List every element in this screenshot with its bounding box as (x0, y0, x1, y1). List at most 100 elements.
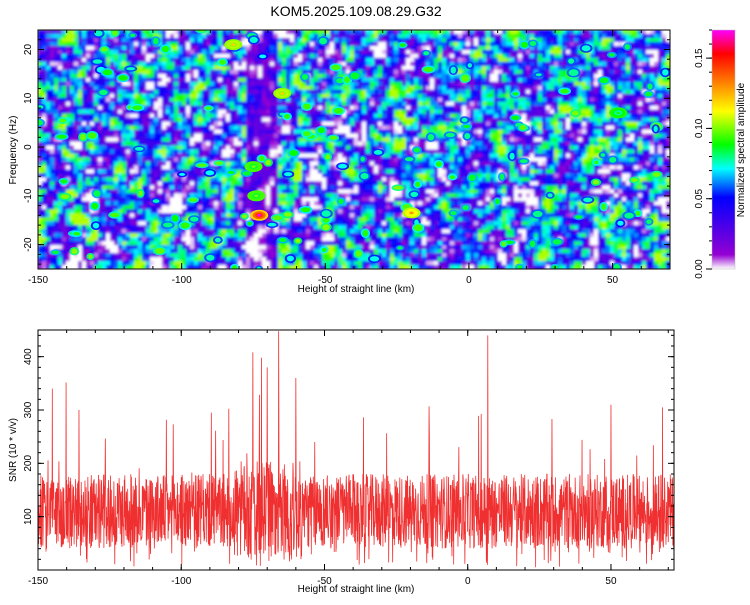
heatmap-cell (518, 109, 523, 115)
heatmap-cell (90, 89, 95, 95)
heatmap-cell (122, 141, 127, 147)
heatmap-cell (382, 113, 387, 119)
heatmap-cell (306, 121, 311, 127)
heatmap-cell (662, 45, 667, 51)
heatmap-cell (414, 49, 419, 55)
heatmap-cell (222, 77, 227, 83)
heatmap-cell (282, 53, 287, 59)
heatmap-cell (54, 49, 59, 55)
heatmap-cell (434, 129, 439, 135)
heatmap-cell (574, 93, 579, 99)
heatmap-cell (198, 145, 203, 151)
heatmap-cell (338, 69, 343, 75)
heatmap-cell (242, 113, 247, 119)
heatmap-cell (614, 73, 619, 79)
heatmap-cell (46, 93, 51, 99)
heatmap-cell (326, 121, 331, 127)
heatmap-cell (314, 49, 319, 55)
heatmap-cell (530, 73, 535, 79)
heatmap-cell (638, 125, 643, 131)
heatmap-cell (190, 113, 195, 119)
heatmap-cell (70, 65, 75, 71)
heatmap-cell (62, 97, 67, 103)
heatmap-cell (166, 121, 171, 127)
heatmap-cell (554, 81, 559, 87)
heatmap-cell (206, 89, 211, 95)
heatmap-cell (206, 30, 211, 35)
heatmap-cell (90, 53, 95, 59)
heatmap-cell (606, 117, 611, 123)
heatmap-cell (42, 101, 47, 107)
heatmap-cell (318, 145, 323, 151)
heatmap-cell (438, 93, 443, 99)
heatmap-cell (622, 141, 627, 147)
heatmap-cell (510, 57, 515, 63)
heatmap-cell (554, 77, 559, 83)
heatmap-cell (134, 141, 139, 147)
heatmap-cell (630, 105, 635, 111)
heatmap-cell (602, 145, 607, 151)
heatmap-cell (106, 133, 111, 139)
heatmap-cell (542, 30, 547, 35)
heatmap-cell (258, 65, 263, 71)
heatmap-cell (402, 137, 407, 143)
heatmap-cell (306, 117, 311, 123)
heatmap-cell (266, 113, 271, 119)
heatmap-cell (50, 125, 55, 131)
heatmap-cell (98, 141, 103, 147)
heatmap-cell (74, 57, 79, 63)
heatmap-cell (506, 57, 511, 63)
heatmap-cell (522, 101, 527, 107)
heatmap-cell (534, 93, 539, 99)
heatmap-cell (614, 117, 619, 123)
heatmap-cell (266, 149, 271, 155)
heatmap-cell (514, 45, 519, 51)
heatmap-cell (538, 45, 543, 51)
heatmap-cell (278, 133, 283, 139)
heatmap-cell (630, 61, 635, 67)
heatmap-cell (318, 105, 323, 111)
heatmap-cell (478, 101, 483, 107)
heatmap-cell (154, 113, 159, 119)
heatmap-cell (254, 153, 259, 159)
heatmap-cell (498, 101, 503, 107)
heatmap-cell (558, 77, 563, 83)
heatmap-cell (534, 101, 539, 107)
heatmap-cell (110, 61, 115, 67)
heatmap-cell (238, 37, 243, 43)
heatmap-cell (178, 93, 183, 99)
heatmap-cell (326, 33, 331, 39)
heatmap-cell (478, 61, 483, 67)
heatmap-cell (362, 85, 367, 91)
heatmap-cell (150, 101, 155, 107)
heatmap-cell (414, 77, 419, 83)
heatmap-cell (574, 121, 579, 127)
heatmap-cell (574, 89, 579, 95)
heatmap-cell (522, 85, 527, 91)
heatmap-cell (406, 37, 411, 43)
heatmap-cell (346, 69, 351, 75)
heatmap-cell (126, 61, 131, 67)
heatmap-cell (134, 77, 139, 83)
heatmap-cell (494, 117, 499, 123)
heatmap-cell (214, 141, 219, 147)
heatmap-cell (54, 89, 59, 95)
heatmap-cell (122, 53, 127, 59)
heatmap-cell (574, 37, 579, 43)
heatmap-cell (222, 89, 227, 95)
heatmap-cell (198, 137, 203, 143)
heatmap-cell (474, 141, 479, 147)
heatmap-cell (430, 113, 435, 119)
heatmap-cell (202, 53, 207, 59)
heatmap-cell (262, 93, 267, 99)
heatmap-cell (542, 129, 547, 135)
heatmap-cell (446, 53, 451, 59)
heatmap-cell (626, 141, 631, 147)
heatmap-cell (146, 69, 151, 75)
heatmap-cell (430, 129, 435, 135)
heatmap-cell (530, 33, 535, 39)
heatmap-cell (310, 81, 315, 87)
heatmap-cell (446, 57, 451, 63)
heatmap-cell (542, 113, 547, 119)
heatmap-cell (142, 93, 147, 99)
